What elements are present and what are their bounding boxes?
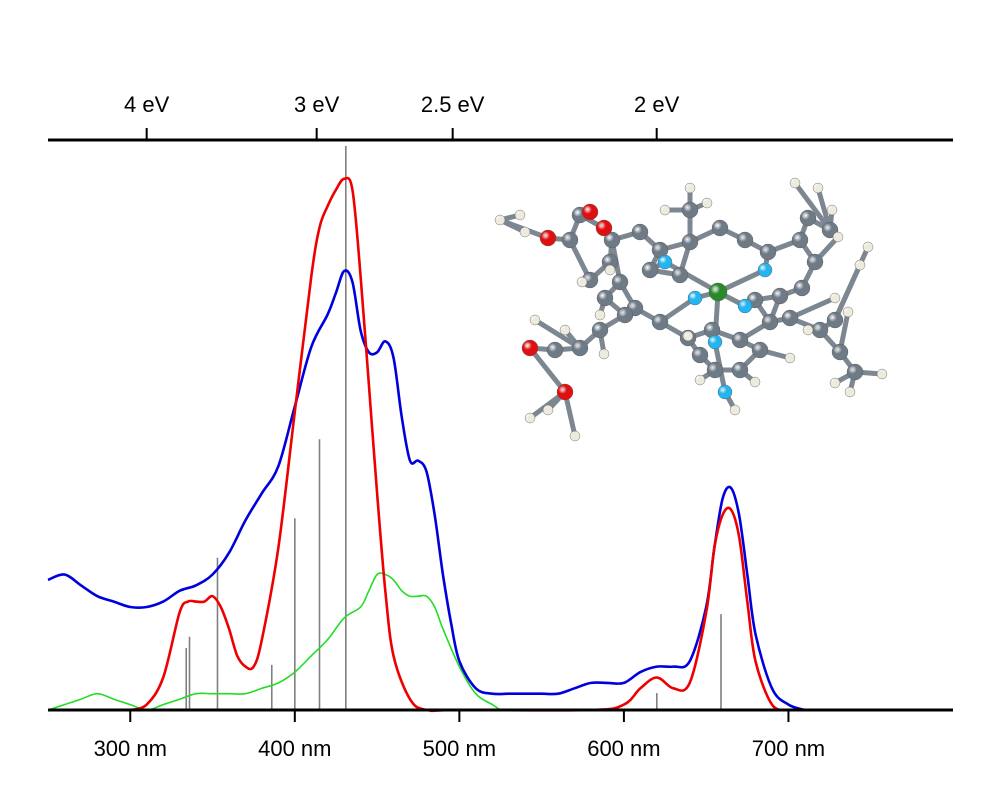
bottom-tick-label: 700 nm <box>752 736 825 761</box>
bottom-tick-label: 400 nm <box>258 736 331 761</box>
bottom-tick-label: 300 nm <box>94 736 167 761</box>
top-tick-label: 2 eV <box>634 92 680 117</box>
bottom-tick-label: 500 nm <box>423 736 496 761</box>
molecule-inset-image <box>494 177 888 442</box>
spectrum-series-line <box>47 572 501 711</box>
spectrum-series-line <box>129 176 789 713</box>
top-tick-label: 4 eV <box>124 92 170 117</box>
top-tick-label: 2.5 eV <box>421 92 485 117</box>
molecule-bonds <box>497 180 885 439</box>
bottom-tick-label: 600 nm <box>587 736 660 761</box>
top-tick-label: 3 eV <box>294 92 340 117</box>
top-axis-ticks: 4 eV 3 eV 2.5 eV 2 eV <box>124 92 680 140</box>
bottom-axis-ticks: 300 nm 400 nm 500 nm 600 nm 700 nm <box>94 710 825 761</box>
molecule-atoms <box>494 177 888 442</box>
spectrum-curves <box>47 176 806 713</box>
spectrum-series-line <box>47 269 806 712</box>
